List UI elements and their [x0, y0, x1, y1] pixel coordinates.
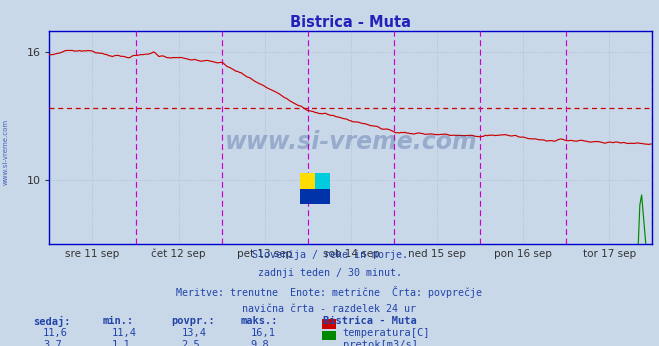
Title: Bistrica - Muta: Bistrica - Muta [291, 15, 411, 30]
Text: temperatura[C]: temperatura[C] [343, 328, 430, 338]
Text: www.si-vreme.com: www.si-vreme.com [2, 119, 9, 185]
Text: 13,4: 13,4 [181, 328, 206, 338]
Text: 3,7: 3,7 [43, 340, 61, 346]
Bar [315, 173, 330, 189]
Text: min.:: min.: [102, 316, 133, 326]
Text: navična črta - razdelek 24 ur: navična črta - razdelek 24 ur [243, 304, 416, 314]
Text: 11,6: 11,6 [43, 328, 68, 338]
Bar [315, 189, 330, 204]
Text: 11,4: 11,4 [112, 328, 137, 338]
Text: sedaj:: sedaj: [33, 316, 71, 327]
Text: maks.:: maks.: [241, 316, 278, 326]
Text: povpr.:: povpr.: [171, 316, 215, 326]
Text: pretok[m3/s]: pretok[m3/s] [343, 340, 418, 346]
Text: zadnji teden / 30 minut.: zadnji teden / 30 minut. [258, 268, 401, 278]
Text: Meritve: trenutne  Enote: metrične  Črta: povprečje: Meritve: trenutne Enote: metrične Črta: … [177, 286, 482, 298]
Text: 9,8: 9,8 [250, 340, 269, 346]
Bar [300, 189, 315, 204]
Text: 16,1: 16,1 [250, 328, 275, 338]
Text: 1,1: 1,1 [112, 340, 130, 346]
Text: Bistrica - Muta: Bistrica - Muta [323, 316, 416, 326]
Bar [300, 173, 315, 189]
Text: 2,5: 2,5 [181, 340, 200, 346]
Text: Slovenija / reke in morje.: Slovenija / reke in morje. [252, 250, 407, 260]
Text: www.si-vreme.com: www.si-vreme.com [225, 130, 477, 154]
